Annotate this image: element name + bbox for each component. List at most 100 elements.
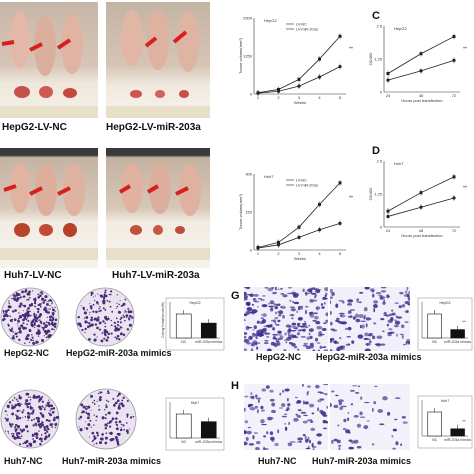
- colony: [18, 312, 20, 314]
- stained-cell: [279, 392, 282, 396]
- colony: [39, 313, 43, 317]
- colony: [11, 327, 14, 330]
- colony: [94, 295, 96, 297]
- colony: [109, 305, 112, 308]
- colony: [16, 323, 18, 325]
- colony: [38, 400, 40, 403]
- colony: [33, 312, 36, 315]
- stained-cell: [322, 296, 327, 300]
- colony: [109, 431, 113, 435]
- colony: [107, 400, 110, 403]
- stained-cell: [313, 287, 316, 290]
- stained-cell: [308, 332, 311, 336]
- x-tick-label: 24: [386, 93, 391, 98]
- stained-cell: [289, 299, 292, 302]
- colony: [54, 426, 57, 429]
- stained-cell: [383, 299, 386, 302]
- colony: [27, 415, 31, 419]
- stained-cell: [315, 288, 318, 292]
- chart-frame: [417, 297, 473, 351]
- stained-cell: [347, 417, 350, 421]
- stained-cell: [342, 428, 347, 430]
- stained-cell: [317, 349, 320, 351]
- colony: [126, 431, 129, 435]
- colony: [30, 321, 34, 324]
- colony: [16, 432, 19, 435]
- stained-cell: [400, 443, 403, 446]
- colony: [21, 411, 24, 414]
- colony: [122, 424, 125, 427]
- stained-cell: [358, 301, 362, 304]
- colony: [108, 293, 111, 296]
- colony: [27, 298, 30, 301]
- colony: [37, 293, 40, 296]
- stained-cell: [277, 330, 282, 334]
- colony: [12, 433, 15, 435]
- colony: [120, 423, 123, 426]
- colony: [104, 308, 107, 311]
- colony: [54, 318, 58, 322]
- stained-cell: [388, 331, 395, 334]
- colony: [9, 423, 12, 426]
- od450-chart-hepg2: 24 48 72 0 1.25 2.5 HepG2 Hours post transfecti…: [368, 24, 467, 104]
- colony: [41, 297, 45, 301]
- colony: [16, 301, 18, 303]
- stained-cell: [316, 342, 321, 344]
- colony: [43, 428, 47, 431]
- colony: [35, 395, 38, 399]
- colony: [49, 305, 51, 307]
- stained-cell: [289, 306, 295, 308]
- stained-cell: [287, 287, 292, 289]
- stained-cell: [323, 349, 328, 351]
- colony: [15, 414, 17, 416]
- stained-cell: [244, 295, 248, 299]
- colony: [118, 420, 122, 424]
- stained-cell: [280, 403, 286, 408]
- stained-cell: [273, 302, 276, 306]
- colony: [129, 416, 133, 419]
- colony: [90, 291, 94, 295]
- colony: [104, 417, 107, 420]
- stained-cell: [326, 406, 328, 409]
- colony: [90, 409, 92, 411]
- stained-cell: [347, 303, 353, 306]
- caption-colony-hepg2-nc: HepG2-NC: [4, 348, 50, 358]
- caption-hepg2-lv-mir203a: HepG2-LV-miR-203a: [106, 122, 201, 133]
- colony: [46, 302, 49, 306]
- stained-cell: [278, 314, 282, 317]
- colony: [43, 408, 46, 411]
- stained-cell: [382, 301, 386, 305]
- colony: [97, 293, 99, 295]
- stained-cell: [251, 303, 254, 306]
- colony: [17, 400, 19, 402]
- stained-cell: [348, 439, 353, 442]
- stained-cell: [307, 391, 310, 393]
- colony: [78, 418, 80, 420]
- significance-mark: **: [462, 419, 466, 424]
- colony: [18, 403, 21, 407]
- colony: [119, 332, 123, 336]
- x-axis-label: Weeks: [294, 100, 306, 105]
- colony: [94, 300, 96, 302]
- colony: [26, 333, 30, 337]
- colony: [105, 399, 108, 402]
- colony: [125, 311, 127, 313]
- colony: [45, 306, 47, 309]
- colony: [26, 430, 29, 433]
- stained-cell: [374, 385, 378, 388]
- stained-cell: [347, 326, 352, 331]
- colony: [32, 407, 34, 409]
- colony: [84, 327, 87, 331]
- colony: [117, 399, 120, 402]
- stained-cell: [248, 403, 254, 407]
- colony: [8, 302, 10, 305]
- stained-cell: [371, 290, 375, 293]
- colony: [13, 298, 16, 301]
- significance-mark: **: [463, 46, 467, 52]
- colony: [40, 291, 43, 294]
- x-tick-label: 3: [298, 251, 301, 256]
- stained-cell: [336, 439, 341, 444]
- colony: [45, 404, 48, 407]
- colony: [111, 310, 114, 313]
- legend-label: LV-NC: [296, 23, 307, 27]
